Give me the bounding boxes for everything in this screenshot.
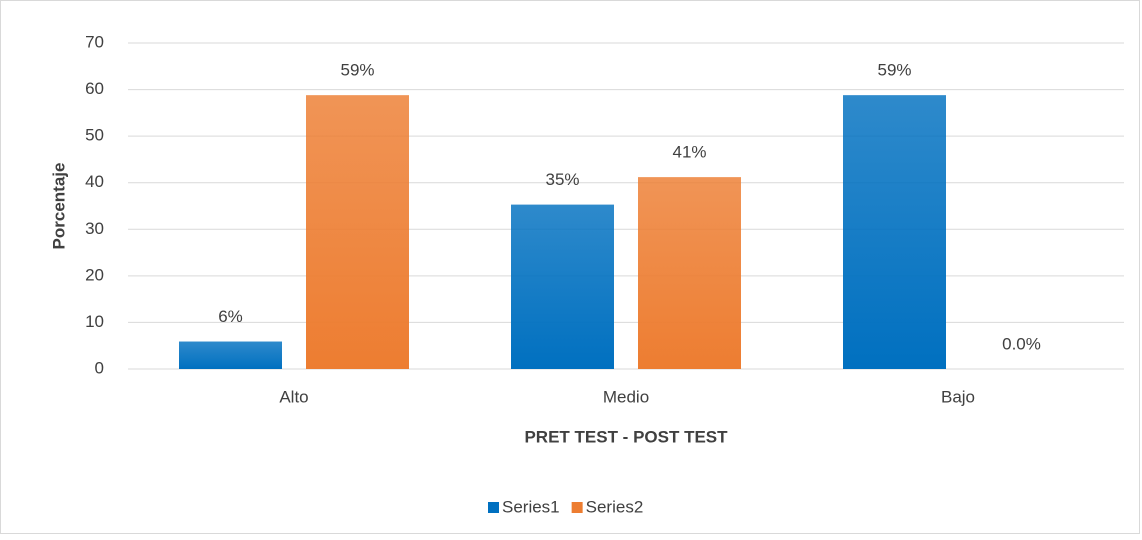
legend-swatch: [571, 502, 583, 513]
y-axis-title: Porcentaje: [49, 163, 68, 250]
data-label: 59%: [340, 61, 374, 80]
legend-swatch: [488, 502, 499, 513]
y-tick-label: 0: [95, 358, 104, 377]
y-tick-label: 20: [85, 265, 104, 284]
data-label: 59%: [877, 61, 911, 80]
legend-label: Series1: [502, 497, 560, 516]
bar: [638, 177, 741, 369]
bar: [843, 95, 946, 369]
y-tick-label: 60: [85, 79, 104, 98]
y-tick-label: 40: [85, 172, 104, 191]
bar: [179, 341, 282, 369]
data-label: 6%: [218, 307, 243, 326]
data-label: 0.0%: [1002, 334, 1041, 353]
data-label: 35%: [545, 170, 579, 189]
x-axis-title: PRET TEST - POST TEST: [524, 427, 728, 446]
y-tick-label: 50: [85, 126, 104, 145]
bar: [306, 95, 409, 369]
x-tick-label: Bajo: [941, 387, 975, 406]
x-tick-label: Medio: [603, 387, 649, 406]
legend-label: Series2: [586, 497, 644, 516]
bar: [511, 204, 614, 369]
x-tick-label: Alto: [279, 387, 308, 406]
data-label: 41%: [672, 143, 706, 162]
y-tick-label: 70: [85, 32, 104, 51]
y-tick-label: 30: [85, 219, 104, 238]
y-tick-label: 10: [85, 312, 104, 331]
